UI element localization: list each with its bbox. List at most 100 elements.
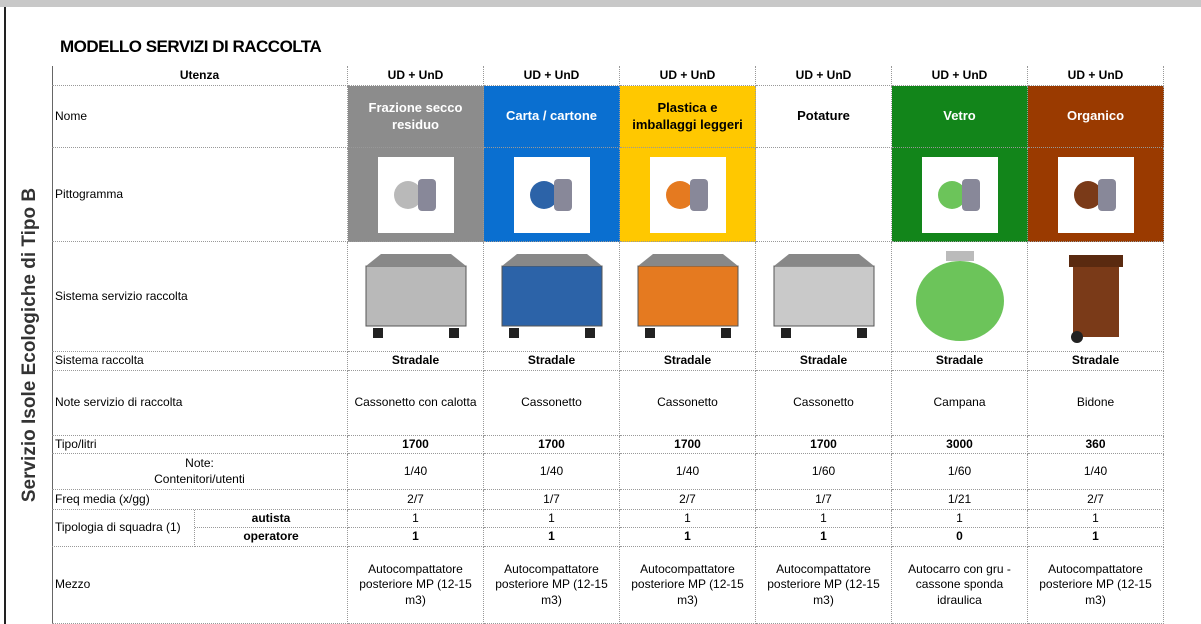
cell-sistema-raccolta: Stradale xyxy=(348,352,484,371)
cell-contenitori: 1/60 xyxy=(892,454,1028,490)
cell-contenitori: 1/40 xyxy=(484,454,620,490)
cell-note-servizio: Cassonetto con calotta xyxy=(348,371,484,436)
cell-mezzo: Autocompattatore posteriore MP (12-15 m3… xyxy=(484,547,620,624)
cell-note-servizio: Campana xyxy=(892,371,1028,436)
cell-note-servizio: Cassonetto xyxy=(484,371,620,436)
container-image xyxy=(1068,254,1123,343)
cell-note-servizio: Cassonetto xyxy=(620,371,756,436)
column-name: Vetro xyxy=(892,86,1028,148)
cell-freq: 2/7 xyxy=(620,490,756,510)
cell-freq: 1/7 xyxy=(484,490,620,510)
cell-autista: 1 xyxy=(620,510,756,528)
cell-autista: 1 xyxy=(1028,510,1164,528)
title: MODELLO SERVIZI DI RACCOLTA xyxy=(60,37,322,56)
pictogram-art xyxy=(665,178,708,211)
row-label: Freq media (x/gg) xyxy=(52,490,348,510)
cell-mezzo: Autocompattatore posteriore MP (12-15 m3… xyxy=(620,547,756,624)
side-label: Servizio Isole Ecologiche di Tipo B xyxy=(19,187,40,503)
row-label: Utenza xyxy=(52,66,348,86)
side-label-cell: Servizio Isole Ecologiche di Tipo B xyxy=(8,66,53,624)
cell-sistema-raccolta: Stradale xyxy=(484,352,620,371)
cell-sistema-raccolta: Stradale xyxy=(892,352,1028,371)
cell-operatore: 1 xyxy=(1028,528,1164,547)
container-image xyxy=(915,250,1004,341)
row-label: Pittogramma xyxy=(52,148,348,242)
cell-tipo: 1700 xyxy=(620,436,756,454)
cell-tipo: 360 xyxy=(1028,436,1164,454)
container-cell xyxy=(620,242,756,352)
row-label: Mezzo xyxy=(52,547,348,624)
cell-autista: 1 xyxy=(756,510,892,528)
pictogram-cell xyxy=(756,148,892,242)
cell-utenza: UD + UnD xyxy=(484,66,620,86)
container-cell xyxy=(892,242,1028,352)
row-label: Nome xyxy=(52,86,348,148)
top-bar xyxy=(0,0,1201,7)
row-label: Note servizio di raccolta xyxy=(52,371,348,436)
cell-tipo: 1700 xyxy=(348,436,484,454)
row-label: Tipo/litri xyxy=(52,436,348,454)
cell-operatore: 1 xyxy=(756,528,892,547)
row-label-line: Note: xyxy=(185,455,214,470)
container-cell xyxy=(348,242,484,352)
pictogram xyxy=(649,156,726,233)
row-label: Note: Contenitori/utenti xyxy=(52,454,348,490)
pictogram xyxy=(1057,156,1134,233)
pictogram-art xyxy=(393,178,436,211)
cell-sistema-raccolta: Stradale xyxy=(756,352,892,371)
row-label: Sistema servizio raccolta xyxy=(52,242,348,352)
column-name: Organico xyxy=(1028,86,1164,148)
container-image xyxy=(637,253,738,338)
row-label-line: Contenitori/utenti xyxy=(154,471,245,486)
row-label: Sistema raccolta xyxy=(52,352,348,371)
pictogram-art xyxy=(1073,178,1116,211)
cell-autista: 1 xyxy=(348,510,484,528)
column-name: Plastica e imballaggi leggeri xyxy=(620,86,756,148)
cell-contenitori: 1/60 xyxy=(756,454,892,490)
cell-operatore: 1 xyxy=(620,528,756,547)
cell-utenza: UD + UnD xyxy=(756,66,892,86)
pictogram-cell xyxy=(484,148,620,242)
cell-tipo: 3000 xyxy=(892,436,1028,454)
pictogram xyxy=(921,156,998,233)
column-name: Potature xyxy=(756,86,892,148)
cell-mezzo: Autocompattatore posteriore MP (12-15 m3… xyxy=(348,547,484,624)
cell-freq: 2/7 xyxy=(348,490,484,510)
column-name: Frazione secco residuo xyxy=(348,86,484,148)
cell-freq: 1/21 xyxy=(892,490,1028,510)
cell-note-servizio: Cassonetto xyxy=(756,371,892,436)
cell-utenza: UD + UnD xyxy=(892,66,1028,86)
cell-mezzo: Autocompattatore posteriore MP (12-15 m3… xyxy=(1028,547,1164,624)
pictogram-cell xyxy=(1028,148,1164,242)
row-label: autista xyxy=(195,510,348,528)
pictogram-cell xyxy=(620,148,756,242)
cell-mezzo: Autocompattatore posteriore MP (12-15 m3… xyxy=(756,547,892,624)
container-image xyxy=(365,253,466,338)
cell-freq: 1/7 xyxy=(756,490,892,510)
cell-utenza: UD + UnD xyxy=(1028,66,1164,86)
container-image xyxy=(773,253,874,338)
cell-utenza: UD + UnD xyxy=(620,66,756,86)
cell-mezzo: Autocarro con gru - cassone sponda idrau… xyxy=(892,547,1028,624)
cell-utenza: UD + UnD xyxy=(348,66,484,86)
container-image xyxy=(501,253,602,338)
pictogram xyxy=(513,156,590,233)
cell-contenitori: 1/40 xyxy=(1028,454,1164,490)
pictogram-art xyxy=(937,178,980,211)
container-cell xyxy=(1028,242,1164,352)
cell-tipo: 1700 xyxy=(484,436,620,454)
cell-operatore: 0 xyxy=(892,528,1028,547)
cell-note-servizio: Bidone xyxy=(1028,371,1164,436)
cell-freq: 2/7 xyxy=(1028,490,1164,510)
container-cell xyxy=(756,242,892,352)
cell-operatore: 1 xyxy=(484,528,620,547)
cell-sistema-raccolta: Stradale xyxy=(1028,352,1164,371)
cell-contenitori: 1/40 xyxy=(620,454,756,490)
cell-autista: 1 xyxy=(892,510,1028,528)
column-name: Carta / cartone xyxy=(484,86,620,148)
pictogram-cell xyxy=(348,148,484,242)
pictogram-cell xyxy=(892,148,1028,242)
cell-autista: 1 xyxy=(484,510,620,528)
row-label: Tipologia di squadra (1) xyxy=(52,510,195,547)
